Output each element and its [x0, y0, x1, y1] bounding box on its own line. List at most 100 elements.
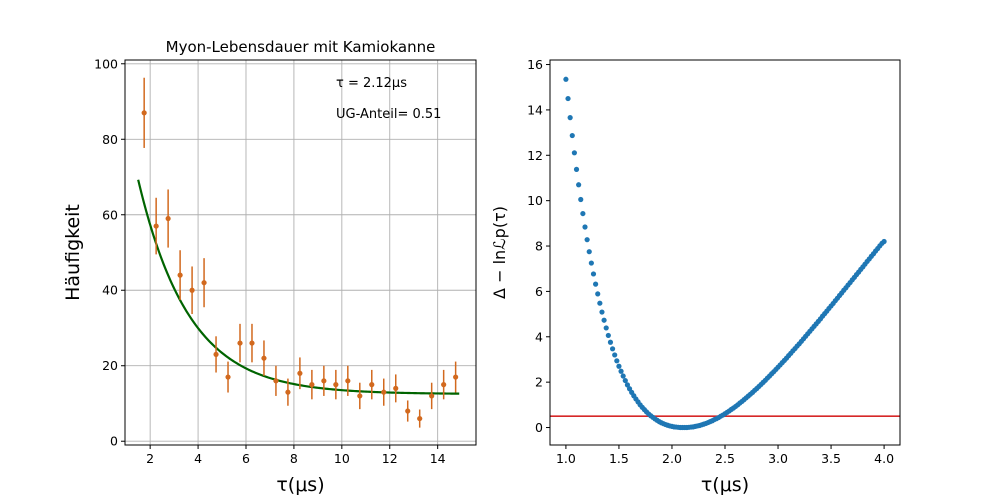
likelihood-point	[603, 325, 609, 331]
likelihood-point	[576, 182, 582, 188]
data-point	[201, 280, 207, 286]
likelihood-point	[616, 363, 622, 369]
data-point	[177, 272, 183, 278]
left-plot-frame	[124, 59, 477, 446]
data-point	[141, 110, 147, 116]
fit-curve	[137, 179, 460, 395]
x-tick-label: 10	[334, 451, 350, 466]
likelihood-point	[584, 237, 590, 243]
left-y-ticks: 0 20 40 60 80 100	[94, 56, 125, 449]
likelihood-point	[578, 196, 584, 203]
right-y-axis-label: Δ − lnℒp(τ)	[490, 206, 509, 299]
y-tick-label: 2	[535, 375, 543, 390]
data-point	[153, 223, 159, 229]
right-y-ticks: 0 2 4 6 8 10 12 14 16	[527, 57, 550, 435]
data-point	[381, 389, 387, 395]
data-point	[321, 378, 327, 384]
likelihood-point	[595, 291, 601, 297]
likelihood-point	[614, 358, 620, 364]
data-point	[249, 340, 255, 346]
likelihood-point	[573, 166, 580, 172]
data-point	[441, 382, 447, 388]
y-tick-label: 40	[102, 283, 118, 298]
right-plot-frame	[549, 59, 901, 446]
likelihood-point	[593, 281, 599, 287]
left-x-ticks: 2 4 6 8 10 12 14	[146, 445, 446, 466]
likelihood-point	[607, 339, 614, 345]
likelihood-point	[586, 249, 592, 255]
likelihood-point	[605, 332, 611, 339]
y-tick-label: 4	[535, 329, 543, 344]
likelihood-point	[609, 346, 616, 352]
y-tick-label: 8	[535, 239, 543, 254]
data-points	[141, 110, 459, 422]
y-tick-label: 16	[527, 57, 543, 72]
data-point	[237, 340, 243, 346]
likelihood-point	[618, 368, 624, 374]
data-point	[429, 393, 435, 399]
likelihood-point	[620, 373, 626, 379]
likelihood-point	[624, 382, 631, 388]
y-tick-label: 100	[94, 56, 118, 71]
likelihood-point	[582, 224, 588, 230]
x-tick-label: 1.0	[556, 451, 576, 466]
y-tick-label: 20	[102, 358, 118, 373]
data-point	[345, 378, 351, 384]
data-point	[357, 393, 363, 399]
data-point	[417, 415, 423, 422]
data-point	[309, 382, 315, 388]
x-tick-label: 6	[242, 451, 250, 466]
x-tick-label: 4	[194, 451, 202, 466]
x-tick-label: 4.0	[874, 451, 894, 466]
chart-title: Myon-Lebensdauer mit Kamiokanne	[166, 38, 436, 56]
data-point	[273, 378, 279, 384]
likelihood-point	[597, 300, 603, 306]
x-tick-label: 12	[382, 451, 398, 466]
data-point	[333, 382, 339, 388]
y-tick-label: 60	[102, 207, 118, 222]
y-tick-label: 12	[527, 148, 543, 163]
y-tick-label: 0	[535, 420, 543, 435]
data-point	[189, 287, 195, 293]
data-point	[225, 374, 231, 380]
y-tick-label: 80	[102, 132, 118, 147]
data-point	[297, 370, 303, 376]
data-point	[261, 355, 267, 361]
likelihood-point	[590, 271, 597, 277]
x-tick-label: 3.5	[821, 451, 841, 466]
likelihood-point	[565, 95, 571, 102]
y-tick-label: 0	[110, 434, 118, 449]
data-point	[405, 408, 411, 414]
likelihood-point	[599, 309, 605, 315]
likelihood-point	[569, 132, 575, 139]
tau-annotation: τ = 2.12μs	[336, 76, 407, 91]
x-tick-label: 2	[146, 451, 154, 466]
data-point	[165, 215, 171, 222]
likelihood-point	[567, 115, 573, 121]
likelihood-point	[588, 260, 594, 266]
likelihood-point	[612, 352, 618, 358]
x-tick-label: 1.5	[609, 451, 629, 466]
left-panel: 2 4 6 8 10 12 14 0 20 40 60 80 100 Myon-Lebensdauer…	[62, 38, 477, 496]
right-x-axis-label: τ(μs)	[701, 474, 749, 496]
y-tick-label: 6	[535, 284, 543, 299]
likelihood-point	[580, 210, 586, 217]
fit-line	[137, 179, 460, 395]
likelihood-point	[571, 150, 577, 156]
right-panel: 1.0 1.5 2.0 2.5 3.0 3.5 4.0 0 2 4 6 8 10 12 14 16 τ(μs…	[490, 57, 901, 496]
x-tick-label: 3.0	[768, 451, 788, 466]
left-grid	[125, 60, 476, 445]
likelihood-points	[563, 76, 887, 431]
data-point	[369, 382, 375, 388]
likelihood-point	[563, 76, 569, 82]
y-tick-label: 14	[527, 102, 543, 117]
x-tick-label: 2.0	[662, 451, 682, 466]
likelihood-point	[622, 377, 628, 384]
data-point	[285, 389, 291, 395]
right-x-ticks: 1.0 1.5 2.0 2.5 3.0 3.5 4.0	[556, 445, 894, 466]
ug-annotation: UG-Anteil= 0.51	[336, 107, 441, 122]
left-x-axis-label: τ(μs)	[276, 474, 324, 496]
y-tick-label: 10	[527, 193, 543, 208]
left-y-axis-label: Häufigkeit	[62, 204, 84, 301]
